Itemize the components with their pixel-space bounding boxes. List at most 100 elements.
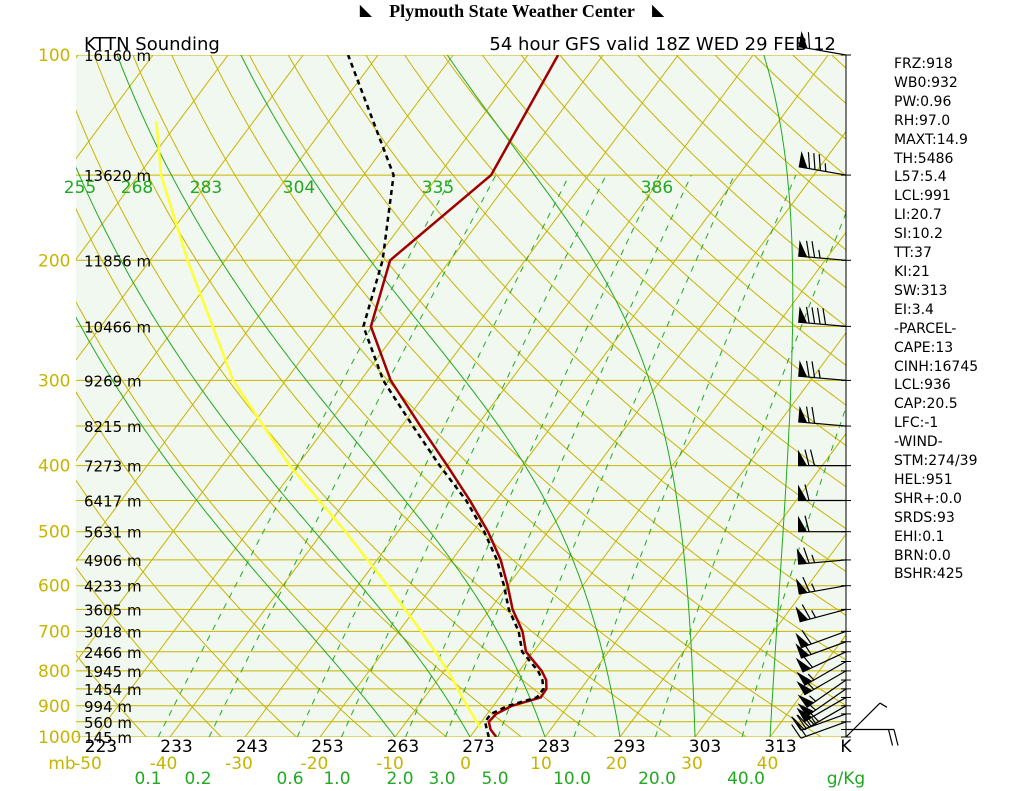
wind-pennant: [798, 306, 808, 323]
mixing-ratio-tick-label: 0.6: [276, 769, 303, 789]
wind-full-barb: [801, 604, 811, 620]
wind-half-barb: [818, 369, 821, 379]
dry-adiabat-line: [443, 55, 846, 447]
wind-pennant: [798, 515, 807, 532]
celsius-tick-label: -30: [225, 754, 253, 774]
pressure-tick-label: 200: [38, 251, 70, 271]
index-item: SW:313: [894, 282, 948, 299]
index-item: CINH:16745: [894, 358, 979, 375]
dry-adiabat-line: [481, 55, 846, 406]
dry-adiabat-line: [76, 566, 222, 737]
wind-staff: [798, 585, 847, 595]
grid-clip: [76, 55, 846, 737]
mixing-ratio-unit-label: g/Kg: [827, 769, 865, 789]
index-item: L57:5.4: [894, 169, 947, 186]
wind-pennant: [796, 671, 813, 686]
wind-barb: [798, 30, 851, 56]
mixing-ratio-tick-label: 0.2: [184, 769, 211, 789]
moist-adiabat-line: [76, 316, 396, 737]
wind-staff: [806, 679, 847, 709]
wind-barb: [798, 405, 851, 427]
wind-full-barb: [887, 729, 894, 746]
wind-half-barb: [807, 683, 815, 690]
kelvin-tick-label: 263: [387, 737, 419, 757]
height-label: 10466 m: [84, 318, 151, 336]
dry-adiabat-line: [248, 55, 846, 661]
height-label: 1454 m: [84, 681, 142, 699]
wind-half-barb: [811, 554, 816, 563]
pressure-tick-label: 100: [38, 46, 70, 66]
wind-full-barb: [803, 547, 810, 564]
isotherm-line: [94, 55, 604, 737]
moist-adiabat-line: [446, 55, 696, 737]
height-label: 560 m: [84, 714, 132, 732]
isotherm-line: [544, 332, 846, 737]
mixing-ratio-tick-label: 2.0: [386, 769, 413, 789]
wind-barb: [798, 515, 851, 533]
pressure-tick-label: 1000: [38, 728, 81, 748]
index-item: LCL:936: [894, 377, 951, 394]
height-label: 11856 m: [84, 252, 151, 270]
theta-e-label: 386: [641, 178, 673, 198]
wind-full-barb: [811, 307, 816, 324]
mixing-ratio-line: [444, 174, 692, 737]
pressure-tick-label: 300: [38, 371, 70, 391]
index-item: WB0:932: [894, 74, 958, 91]
height-label: 5631 m: [84, 524, 142, 542]
wind-half-barb: [811, 583, 816, 592]
wind-staff: [802, 651, 847, 673]
mixing-ratio-tick-label: 1.0: [323, 769, 350, 789]
height-label: 4233 m: [84, 578, 142, 596]
pressure-tick-label: 500: [38, 523, 70, 543]
isotherm-line: [76, 55, 529, 663]
kelvin-tick-label: 273: [462, 737, 494, 757]
height-label: 13620 m: [84, 167, 151, 185]
wind-full-barb: [796, 714, 807, 729]
theta-e-label: 304: [283, 178, 315, 198]
wind-barb: [797, 679, 851, 709]
height-label: 6417 m: [84, 492, 142, 510]
mixing-ratio-line: [341, 174, 607, 737]
wind-half-barb: [807, 673, 815, 681]
isotherm-line: [619, 432, 846, 737]
mixing-ratio-tick-label: 40.0: [727, 769, 765, 789]
celsius-tick-label: 0: [460, 754, 471, 774]
mixing-ratio-tick-label: 5.0: [481, 769, 508, 789]
index-item: BSHR:425: [894, 566, 964, 583]
wind-pennant: [797, 703, 815, 717]
kelvin-tick-label: 283: [538, 737, 570, 757]
index-item: -PARCEL-: [894, 320, 957, 337]
wind-full-barb: [792, 717, 805, 731]
dry-adiabat-line: [76, 207, 522, 737]
wind-staff: [845, 702, 881, 738]
isotherm-line: [394, 130, 846, 737]
wind-pennant: [798, 449, 807, 466]
index-item: SI:10.2: [894, 226, 943, 243]
index-item: HEL:951: [894, 471, 953, 488]
wind-full-barb: [811, 406, 816, 424]
wind-pennant: [798, 30, 808, 49]
wind-half-barb: [818, 249, 821, 259]
wind-full-barb: [802, 576, 811, 593]
index-item: EI:3.4: [894, 301, 934, 318]
moist-adiabat-line: [116, 55, 546, 737]
pressure-unit-label: mb: [48, 754, 75, 774]
mixing-ratio-line: [405, 174, 660, 737]
dry-adiabat-line: [76, 654, 147, 737]
dry-adiabat-line: [365, 55, 846, 530]
wind-pennant: [797, 694, 815, 708]
grid-lines: [76, 55, 846, 737]
pressure-tick-label: 900: [38, 697, 70, 717]
index-item: TT:37: [894, 245, 932, 262]
index-item: KI:21: [894, 263, 930, 280]
wind-barb: [796, 660, 851, 687]
celsius-tick-label: -40: [150, 754, 178, 774]
wind-pennant: [798, 240, 808, 257]
theta-e-label: 335: [422, 178, 454, 198]
celsius-tick-label: 40: [757, 754, 779, 774]
height-label: 3018 m: [84, 623, 142, 641]
wind-barb: [795, 630, 851, 649]
wind-full-barb: [791, 724, 802, 739]
wind-full-barb: [801, 630, 812, 645]
mixing-ratio-line: [208, 174, 497, 737]
